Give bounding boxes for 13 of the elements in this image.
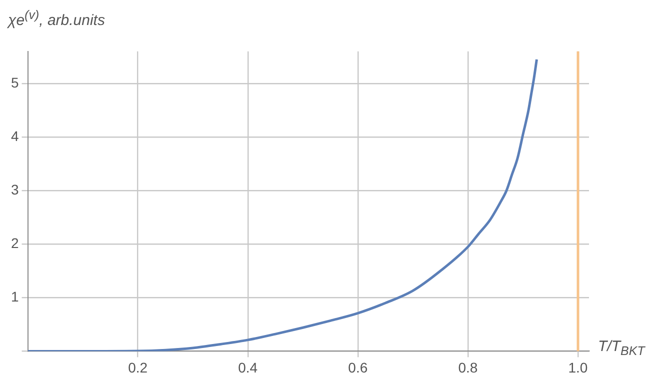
- y-tick-label: 1: [10, 288, 19, 305]
- y-tick-label: 3: [10, 181, 19, 198]
- x-tick-label: 0.2: [128, 359, 148, 376]
- y-tick-label: 2: [10, 234, 19, 251]
- x-tick-label: 1.0: [568, 359, 588, 376]
- x-tick-label: 0.4: [238, 359, 258, 376]
- x-axis-title: T/T$_{BKT}$: [598, 338, 645, 358]
- x-tick-label: 0.8: [458, 359, 478, 376]
- y-tick-label: 5: [10, 74, 19, 90]
- y-axis-title: χe$^{(v)}$, arb.units: [8, 8, 105, 29]
- line-series: [28, 58, 538, 352]
- x-tick-label: 0.6: [348, 359, 368, 376]
- y-tick-label: 4: [10, 128, 19, 144]
